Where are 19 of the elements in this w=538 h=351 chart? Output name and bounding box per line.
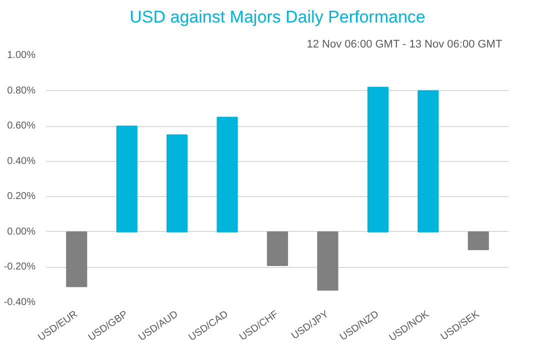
y-tick-label: -0.40% bbox=[4, 297, 36, 308]
chart-subtitle: 12 Nov 06:00 GMT - 13 Nov 06:00 GMT bbox=[306, 38, 502, 50]
y-tick-label: 0.80% bbox=[7, 85, 36, 96]
y-tick-label: 0.40% bbox=[7, 156, 36, 167]
y-tick-label: 0.60% bbox=[7, 120, 36, 132]
bar bbox=[66, 231, 88, 288]
bar bbox=[166, 134, 188, 232]
bar bbox=[266, 231, 288, 266]
bar bbox=[418, 90, 439, 232]
chart-title: USD against Majors Daily Performance bbox=[130, 8, 426, 26]
bar bbox=[367, 86, 388, 232]
y-tick-label: 0.20% bbox=[7, 191, 36, 202]
y-tick-label: 1.00% bbox=[7, 50, 36, 61]
bar bbox=[468, 231, 489, 250]
bar bbox=[216, 116, 238, 232]
bar bbox=[317, 231, 338, 291]
y-tick-label: -0.20% bbox=[4, 262, 36, 273]
y-tick-label: 0.00% bbox=[7, 226, 36, 238]
bar bbox=[116, 126, 138, 232]
